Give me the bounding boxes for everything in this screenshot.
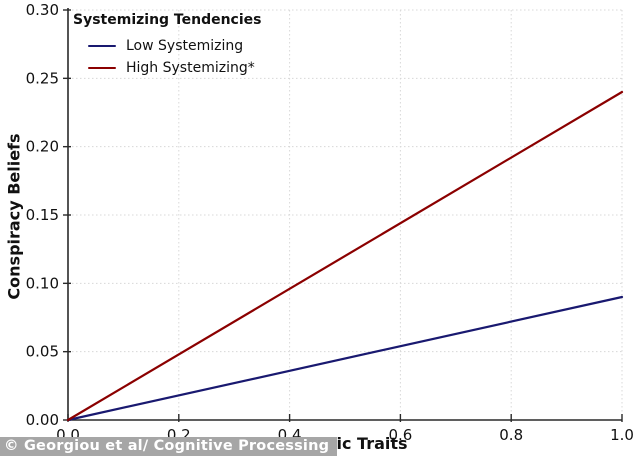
legend-swatch-high-systemizing bbox=[88, 66, 116, 70]
y-tick-label: 0.05 bbox=[26, 343, 59, 361]
legend-title: Systemizing Tendencies bbox=[73, 12, 262, 28]
y-tick-label: 0.10 bbox=[26, 274, 59, 292]
legend-item-high-systemizing: High Systemizing* bbox=[73, 57, 262, 79]
y-tick-label: 0.15 bbox=[26, 206, 59, 224]
legend-item-low-systemizing: Low Systemizing bbox=[73, 35, 262, 57]
series-line-low-systemizing bbox=[66, 295, 624, 422]
y-tick-label: 0.30 bbox=[26, 1, 59, 19]
x-tick-label: 0.8 bbox=[499, 426, 523, 444]
y-tick-label: 0.25 bbox=[26, 69, 59, 87]
series-line-high-systemizing bbox=[66, 90, 624, 422]
x-tick-label: 1.0 bbox=[610, 426, 634, 444]
legend-label-high-systemizing: High Systemizing* bbox=[126, 60, 255, 76]
legend: Systemizing Tendencies Low Systemizing H… bbox=[73, 12, 262, 79]
y-axis-title: Conspiracy Beliefs bbox=[4, 133, 24, 300]
legend-swatch-low-systemizing bbox=[88, 44, 116, 48]
watermark: © Georgiou et al/ Cognitive Processing bbox=[0, 437, 338, 456]
x-tick-label: 0.6 bbox=[388, 426, 412, 444]
y-tick-label: 0.20 bbox=[26, 138, 59, 156]
y-tick-label: 0.00 bbox=[26, 411, 59, 429]
legend-label-low-systemizing: Low Systemizing bbox=[126, 38, 244, 54]
